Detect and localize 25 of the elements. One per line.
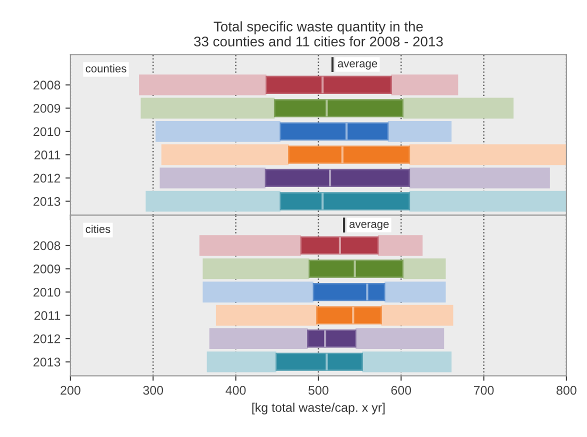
y-tick-label: 2012 <box>34 174 60 183</box>
y-tick-label: 2009 <box>34 264 60 274</box>
y-tick-label: 2010 <box>34 288 60 297</box>
y-tick-label: 2012 <box>34 334 60 344</box>
x-tick-label: 300 <box>143 386 164 395</box>
x-tick-label: 600 <box>391 386 412 395</box>
y-tick-label: 2009 <box>34 104 60 113</box>
y-tick-label: 2008 <box>34 241 60 250</box>
y-tick-label: 2013 <box>34 197 60 206</box>
y-tick-label: 2008 <box>34 80 60 90</box>
y-tick-label: 2013 <box>34 358 60 367</box>
x-tick-label: 700 <box>474 386 494 395</box>
annotation: counties <box>86 64 126 72</box>
annotation: cities <box>86 224 110 234</box>
ref-line-label: average <box>350 222 389 230</box>
chart-title: Total specific waste quantity in the 33 counties and 11 cities for 2008 - 2013 <box>194 21 443 46</box>
x-tick-label: 400 <box>226 386 246 395</box>
x-axis-title: [kg total waste/cap. x yr] <box>252 402 385 414</box>
y-tick-label: 2010 <box>34 127 60 136</box>
ref-line-label: average <box>338 61 378 70</box>
x-tick-label: 800 <box>556 386 576 395</box>
y-tick-label: 2011 <box>34 150 60 160</box>
x-tick-label: 500 <box>308 386 328 395</box>
x-tick-label: 200 <box>60 386 80 395</box>
y-tick-label: 2011 <box>34 311 60 320</box>
